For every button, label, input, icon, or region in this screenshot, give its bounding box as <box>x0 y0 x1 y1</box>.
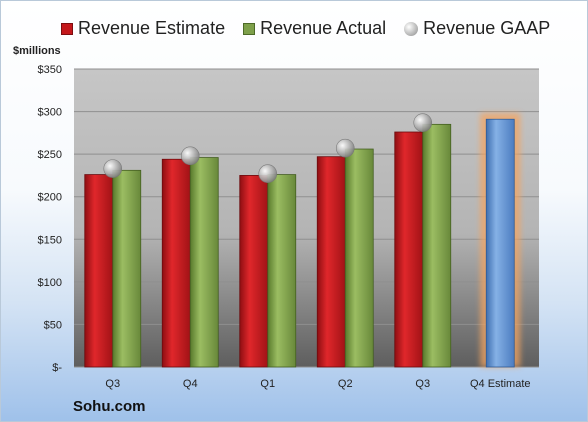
legend-swatch-estimate <box>61 22 73 35</box>
gaap-marker <box>335 138 355 158</box>
legend-entry-actual: Revenue Actual <box>243 18 386 39</box>
plot-area <box>74 69 539 367</box>
bar-revenue-actual <box>267 174 297 368</box>
company-name: Sohu.com <box>73 398 146 415</box>
y-tick-label: $250 <box>38 149 62 161</box>
legend: Revenue Estimate Revenue Actual Revenue … <box>61 18 550 39</box>
x-tick-label: Q1 <box>260 378 275 390</box>
x-tick-label: Q3 <box>105 378 120 390</box>
bar-revenue-actual <box>112 169 142 368</box>
legend-entry-estimate: Revenue Estimate <box>61 18 225 39</box>
bar-revenue-estimate <box>239 175 269 368</box>
y-tick-label: $200 <box>38 192 62 204</box>
bar-revenue-estimate <box>161 158 191 368</box>
bar-revenue-estimate <box>394 131 424 368</box>
y-tick-label: $50 <box>44 319 62 331</box>
x-tick-label: Q2 <box>338 378 353 390</box>
x-tick-label: Q4 Estimate <box>470 378 531 390</box>
legend-entry-gaap: Revenue GAAP <box>404 18 550 39</box>
legend-label-estimate: Revenue Estimate <box>78 18 226 38</box>
x-tick-label: Q3 <box>415 378 430 390</box>
y-tick-label: $100 <box>38 277 62 289</box>
bar-revenue-actual <box>344 148 374 368</box>
bar-revenue-actual <box>422 123 452 368</box>
y-tick-label: $150 <box>38 234 62 246</box>
bar-revenue-actual <box>189 157 219 368</box>
legend-swatch-gaap <box>404 21 419 36</box>
y-tick-label: $350 <box>38 64 62 76</box>
gaap-marker <box>258 164 278 184</box>
y-axis-ticks: $- $50 $100 $150 $200 $250 $300 $350 <box>38 64 63 374</box>
bar-revenue-estimate <box>84 174 114 368</box>
y-axis-units-label: $millions <box>13 45 61 57</box>
x-tick-label: Q4 <box>183 378 198 390</box>
gaap-marker <box>103 159 123 178</box>
bars <box>84 113 521 368</box>
legend-swatch-actual <box>243 22 256 35</box>
gaap-markers <box>103 113 433 184</box>
gaap-marker <box>180 146 200 166</box>
legend-label-gaap: Revenue GAAP <box>423 18 551 38</box>
x-axis-ticks: Q3 Q4 Q1 Q2 Q3 Q4 Estimate <box>105 378 530 390</box>
gaap-marker <box>413 113 433 132</box>
legend-label-actual: Revenue Actual <box>260 18 387 38</box>
bar-revenue-estimate <box>316 156 346 368</box>
y-tick-label: $- <box>52 362 62 374</box>
gridlines <box>74 68 539 368</box>
y-tick-label: $300 <box>38 107 62 119</box>
bar-revenue-forecast <box>485 118 515 368</box>
